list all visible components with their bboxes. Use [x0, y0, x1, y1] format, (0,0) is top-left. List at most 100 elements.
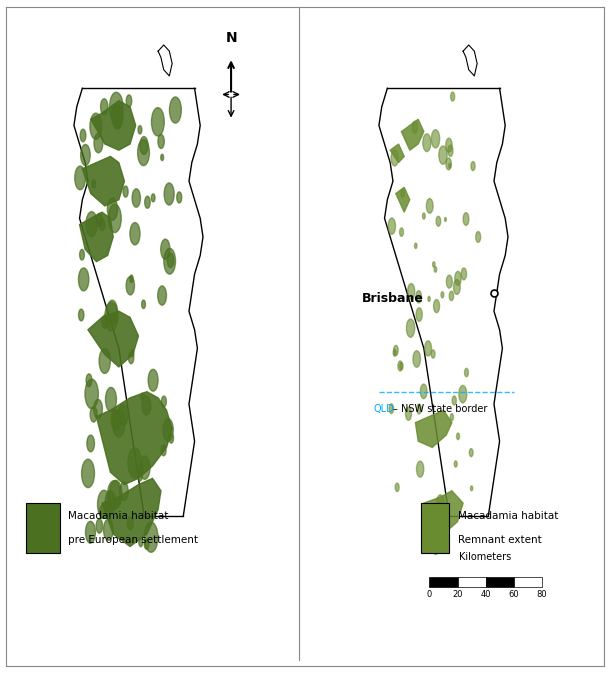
Circle shape: [112, 104, 123, 129]
Circle shape: [117, 118, 121, 128]
Circle shape: [79, 309, 84, 321]
Circle shape: [75, 166, 85, 190]
Circle shape: [139, 466, 143, 473]
Circle shape: [423, 213, 425, 219]
Circle shape: [118, 404, 128, 425]
Polygon shape: [102, 479, 161, 546]
Circle shape: [469, 449, 473, 457]
Circle shape: [151, 108, 164, 136]
Circle shape: [142, 300, 145, 308]
Circle shape: [428, 296, 430, 302]
Circle shape: [400, 363, 403, 370]
Circle shape: [130, 223, 140, 245]
Text: Macadamia habitat: Macadamia habitat: [68, 511, 169, 520]
Circle shape: [99, 505, 106, 518]
Circle shape: [446, 138, 452, 152]
Circle shape: [130, 275, 133, 283]
Circle shape: [391, 150, 398, 166]
Polygon shape: [401, 119, 424, 150]
Circle shape: [465, 368, 468, 377]
Circle shape: [448, 145, 453, 156]
Circle shape: [138, 126, 142, 134]
Circle shape: [99, 349, 110, 374]
Circle shape: [101, 99, 108, 114]
Circle shape: [425, 341, 431, 356]
Text: N: N: [225, 31, 237, 45]
Circle shape: [406, 319, 415, 337]
Circle shape: [167, 253, 174, 268]
Circle shape: [450, 291, 454, 301]
Circle shape: [142, 396, 151, 415]
Circle shape: [455, 271, 461, 285]
Polygon shape: [74, 88, 203, 516]
Circle shape: [98, 490, 110, 519]
Circle shape: [120, 482, 128, 501]
Polygon shape: [91, 101, 135, 150]
Circle shape: [144, 539, 149, 549]
Polygon shape: [82, 156, 124, 206]
Circle shape: [393, 345, 398, 355]
Circle shape: [454, 461, 457, 467]
Circle shape: [140, 456, 150, 479]
Circle shape: [113, 411, 125, 437]
Circle shape: [449, 164, 451, 168]
Circle shape: [140, 137, 148, 154]
Circle shape: [476, 232, 481, 242]
Circle shape: [170, 97, 181, 123]
Circle shape: [90, 113, 102, 139]
Circle shape: [169, 433, 173, 443]
Circle shape: [104, 519, 113, 540]
Circle shape: [148, 369, 158, 391]
Circle shape: [436, 216, 440, 226]
Bar: [458, 577, 486, 587]
Text: 60: 60: [508, 590, 519, 599]
Circle shape: [106, 388, 117, 412]
Circle shape: [447, 275, 452, 288]
Circle shape: [389, 404, 393, 413]
Circle shape: [123, 186, 128, 197]
Circle shape: [109, 92, 123, 122]
Circle shape: [426, 199, 433, 213]
Circle shape: [439, 146, 447, 164]
Polygon shape: [415, 411, 452, 448]
Circle shape: [145, 197, 150, 208]
Circle shape: [456, 433, 459, 439]
Circle shape: [400, 228, 403, 236]
Circle shape: [441, 292, 443, 298]
Text: 0: 0: [427, 590, 432, 599]
Circle shape: [126, 95, 132, 107]
Polygon shape: [79, 212, 113, 262]
Circle shape: [434, 267, 437, 272]
Circle shape: [431, 350, 435, 358]
Circle shape: [431, 130, 440, 148]
Text: Macadamia habitat: Macadamia habitat: [458, 511, 558, 520]
Circle shape: [86, 211, 98, 237]
Circle shape: [105, 302, 118, 331]
Circle shape: [158, 286, 167, 305]
Circle shape: [398, 361, 403, 371]
Bar: [514, 577, 542, 587]
Text: 40: 40: [480, 590, 491, 599]
Circle shape: [87, 435, 95, 452]
Polygon shape: [396, 187, 410, 212]
Circle shape: [423, 134, 431, 151]
Circle shape: [96, 519, 102, 533]
Circle shape: [407, 283, 415, 299]
Text: – NSW state border: – NSW state border: [393, 404, 487, 414]
Circle shape: [416, 291, 422, 303]
Circle shape: [452, 396, 456, 405]
Circle shape: [81, 145, 90, 166]
Circle shape: [94, 133, 103, 153]
Circle shape: [139, 538, 143, 546]
Circle shape: [107, 481, 121, 509]
Circle shape: [395, 483, 399, 491]
Circle shape: [432, 262, 435, 267]
Circle shape: [451, 92, 454, 101]
Circle shape: [417, 461, 424, 477]
Polygon shape: [463, 45, 477, 76]
Circle shape: [128, 448, 142, 478]
Circle shape: [415, 243, 417, 248]
Circle shape: [94, 399, 102, 419]
Circle shape: [459, 386, 467, 403]
Circle shape: [127, 517, 134, 530]
